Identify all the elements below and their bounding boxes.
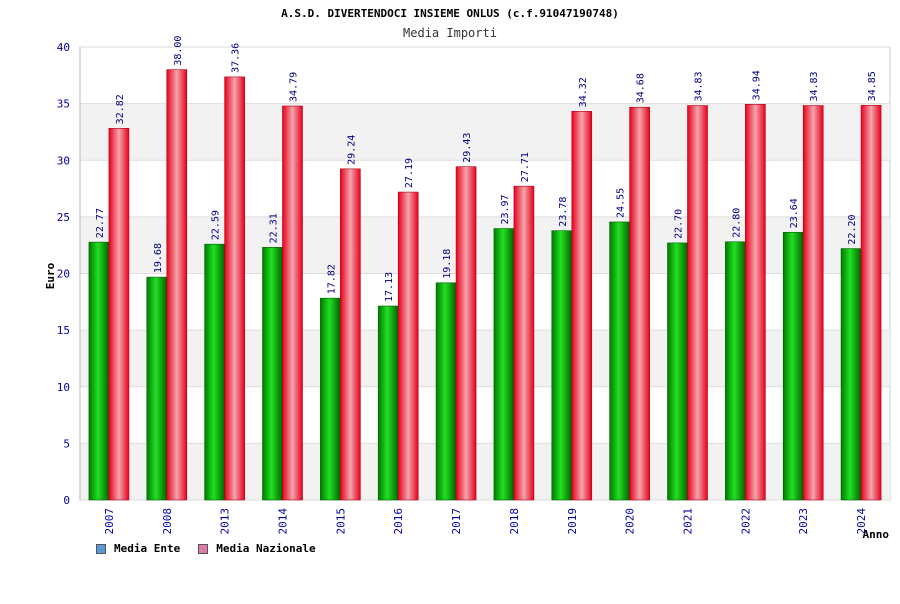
value-label-nazionale-2014: 34.79	[289, 72, 300, 102]
value-label-ente-2013: 22.59	[211, 210, 222, 240]
value-label-nazionale-2017: 29.43	[462, 133, 473, 163]
bar-nazionale-2007	[108, 128, 130, 501]
bar-ente-2007	[88, 241, 110, 501]
y-tick-label: 40	[57, 41, 70, 54]
bar-ente-2019	[551, 230, 573, 501]
legend: Media Ente Media Nazionale	[96, 542, 316, 555]
bar-ente-2021	[667, 242, 688, 501]
y-tick-label: 10	[57, 381, 70, 394]
bar-ente-2008	[146, 276, 168, 501]
bar-nazionale-2008	[166, 69, 188, 501]
bar-nazionale-2019	[571, 111, 593, 501]
bar-nazionale-2021	[687, 105, 708, 501]
value-label-nazionale-2019: 34.32	[578, 77, 589, 107]
bar-ente-2014	[262, 247, 283, 501]
value-label-nazionale-2022: 34.94	[751, 70, 762, 100]
y-tick-labels: 0 5 10 15 20 25 30 35 40	[57, 41, 70, 507]
value-label-nazionale-2015: 29.24	[346, 135, 357, 165]
value-label-nazionale-2016: 27.19	[404, 158, 415, 188]
value-label-ente-2017: 19.18	[442, 249, 453, 279]
bars-group	[88, 69, 882, 501]
bar-nazionale-2018	[513, 185, 535, 501]
y-tick-label: 35	[57, 98, 70, 111]
bar-ente-2023	[782, 231, 804, 501]
x-tick-label-2021: 2021	[682, 508, 695, 535]
value-label-ente-2023: 23.64	[789, 198, 800, 228]
bar-ente-2016	[377, 305, 399, 501]
bar-ente-2013	[204, 243, 225, 501]
bar-nazionale-2013	[224, 76, 245, 501]
bar-ente-2022	[725, 241, 746, 501]
grid-band	[80, 103, 890, 161]
bar-nazionale-2020	[629, 106, 650, 501]
bar-ente-2020	[609, 221, 630, 501]
bar-ente-2015	[320, 297, 341, 501]
bar-nazionale-2016	[397, 191, 419, 501]
value-label-nazionale-2008: 38.00	[173, 36, 184, 66]
grid-band	[80, 443, 890, 500]
value-label-ente-2019: 23.78	[558, 197, 569, 227]
value-labels-group: 22.77 32.82 19.68 38.00 22.59 37.36 22.31 34.79…	[95, 36, 878, 302]
grid-band	[80, 216, 890, 274]
value-label-nazionale-2018: 27.71	[520, 152, 531, 182]
bar-nazionale-2023	[802, 105, 824, 501]
y-tick-label: 25	[57, 211, 70, 224]
bar-ente-2024	[840, 248, 862, 501]
chart-title: A.S.D. DIVERTENDOCI INSIEME ONLUS (c.f.9…	[281, 7, 619, 20]
x-tick-label-2008: 2008	[161, 508, 174, 535]
y-tick-label: 5	[63, 437, 70, 450]
legend-item-nazionale: Media Nazionale	[198, 542, 316, 555]
x-tick-label-2013: 2013	[219, 508, 232, 535]
value-label-ente-2016: 17.13	[384, 272, 395, 302]
value-label-nazionale-2024: 34.85	[867, 71, 878, 101]
y-tick-label: 20	[57, 268, 70, 281]
bar-nazionale-2014	[282, 105, 303, 501]
chart-subtitle: Media Importi	[403, 26, 497, 40]
legend-label-ente: Media Ente	[114, 542, 181, 555]
value-label-ente-2020: 24.55	[616, 188, 627, 218]
bar-nazionale-2024	[860, 105, 882, 501]
legend-swatch-nazionale	[198, 543, 209, 554]
x-tick-label-2016: 2016	[392, 508, 405, 535]
x-tick-label-2018: 2018	[508, 508, 521, 535]
x-tick-label-2007: 2007	[103, 508, 116, 535]
bar-nazionale-2017	[455, 166, 477, 501]
value-label-ente-2008: 19.68	[153, 243, 164, 273]
bar-ente-2018	[493, 228, 515, 501]
legend-swatch-ente	[96, 543, 106, 554]
value-label-nazionale-2013: 37.36	[231, 43, 242, 73]
x-axis-label: Anno	[863, 528, 890, 541]
value-label-ente-2015: 17.82	[326, 264, 337, 294]
value-label-ente-2021: 22.70	[674, 209, 685, 239]
value-label-nazionale-2023: 34.83	[809, 71, 820, 101]
legend-label-nazionale: Media Nazionale	[216, 542, 316, 555]
value-label-ente-2024: 22.20	[847, 214, 858, 244]
x-tick-label-2022: 2022	[739, 508, 752, 535]
y-tick-label: 0	[63, 494, 70, 507]
legend-item-ente: Media Ente	[96, 542, 180, 555]
value-label-nazionale-2020: 34.68	[636, 73, 647, 103]
grid-band	[80, 330, 890, 387]
bar-nazionale-2022	[745, 104, 766, 501]
y-axis-label: Euro	[44, 262, 57, 289]
x-tick-label-2024: 2024	[855, 508, 868, 535]
x-tick-label-2017: 2017	[450, 508, 463, 535]
value-label-ente-2007: 22.77	[95, 208, 106, 238]
y-tick-label: 15	[57, 324, 70, 337]
value-label-ente-2018: 23.97	[500, 194, 511, 224]
value-label-ente-2022: 22.80	[731, 208, 742, 238]
x-tick-label-2019: 2019	[566, 508, 579, 535]
bar-ente-2017	[435, 282, 457, 501]
value-label-nazionale-2021: 34.83	[694, 71, 705, 101]
x-tick-label-2014: 2014	[277, 508, 290, 535]
x-tick-label-2020: 2020	[624, 508, 637, 535]
bar-nazionale-2015	[340, 168, 361, 501]
value-label-ente-2014: 22.31	[269, 213, 280, 243]
y-tick-label: 30	[57, 154, 70, 167]
value-label-nazionale-2007: 32.82	[115, 94, 126, 124]
x-tick-label-2015: 2015	[334, 508, 347, 535]
x-tick-label-2023: 2023	[797, 508, 810, 535]
x-tick-labels: 2007 2008 2013 2014 2015 2016 2017 2018 2019 2020…	[103, 508, 868, 535]
